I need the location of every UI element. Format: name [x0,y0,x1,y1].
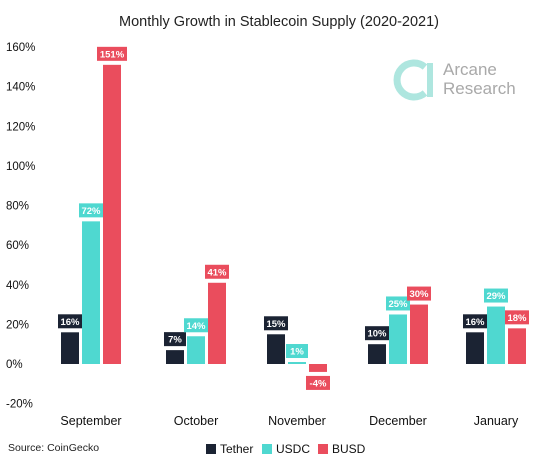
bar-usdc-november [288,362,306,364]
y-tick-label: 0% [6,359,23,371]
legend-swatch-busd [318,444,328,454]
data-label-box [58,314,82,329]
bar-tether-november [267,334,285,364]
data-label-box [79,203,103,218]
legend-label-tether: Tether [220,442,253,456]
data-label: 41% [207,267,227,278]
data-label-box [264,316,288,331]
bar-tether-december [368,344,386,364]
bar-tether-september [61,332,79,364]
data-label: 30% [409,289,429,300]
data-label-box [365,326,389,341]
brand-logo: Arcane Research [393,59,516,101]
data-label: 14% [186,321,206,332]
y-tick-label: -20% [6,399,33,411]
bar-busd-october [208,282,226,364]
bar-tether-january [466,332,484,364]
legend: Tether USDC BUSD [206,442,366,456]
data-label-box [164,332,186,347]
bar-usdc-october [187,336,205,364]
bar-usdc-january [487,306,505,364]
data-label-box [306,375,330,390]
data-label-box [286,344,308,359]
y-tick-label: 80% [6,201,29,213]
arcane-logo-icon [393,59,433,101]
y-tick-label: 120% [6,121,35,133]
data-labels: 16% 72% 151% 7% 14% 41% 15% 1% -4% 10% 25%30% 16% 29… [58,46,529,390]
data-label: 16% [465,317,485,328]
data-label: 10% [367,329,387,340]
data-label-box [97,46,127,61]
y-tick-label: 40% [6,280,29,292]
data-label: -4% [310,378,327,389]
data-label: 7% [168,335,182,346]
x-category-label: January [474,414,519,428]
data-label: 151% [100,49,125,60]
data-label-box [463,314,487,329]
data-label: 25% [388,299,408,310]
legend-swatch-usdc [262,444,272,454]
data-label: 15% [266,319,286,330]
data-label-box [505,310,529,325]
y-tick-label: 160% [6,42,35,54]
data-label: 1% [290,347,304,358]
brand-line2: Research [443,79,516,98]
bars [61,64,526,372]
y-tick-label: 60% [6,240,29,252]
x-axis: September October November December January [60,414,519,428]
bar-usdc-december [389,314,407,364]
x-category-label: September [60,414,121,428]
bar-busd-december [410,304,428,364]
data-label-box [407,286,431,301]
y-tick-label: 140% [6,82,35,94]
data-label: 18% [507,313,527,324]
bar-busd-september [103,64,121,365]
bar-busd-november [309,364,327,372]
chart-title: Monthly Growth in Stablecoin Supply (202… [119,14,439,30]
data-label-box [386,296,410,311]
bar-busd-january [508,328,526,364]
bar-tether-october [166,350,184,364]
data-label-box [205,264,229,279]
x-category-label: December [369,414,427,428]
data-label: 16% [60,317,80,328]
source-note: Source: CoinGecko [8,442,99,454]
data-label-box [184,318,208,333]
legend-swatch-tether [206,444,216,454]
data-label: 72% [81,206,101,217]
data-label-box [484,288,508,303]
brand-line1: Arcane [443,60,497,79]
x-category-label: October [174,414,218,428]
bar-usdc-september [82,221,100,364]
x-category-label: November [268,414,326,428]
data-label: 29% [486,291,506,302]
y-axis: -20% 0% 20% 40% 60% 80% 100% 120% 140% 160% [6,42,35,411]
legend-label-usdc: USDC [276,442,310,456]
legend-label-busd: BUSD [332,442,366,456]
y-tick-label: 100% [6,161,35,173]
y-tick-label: 20% [6,319,29,331]
